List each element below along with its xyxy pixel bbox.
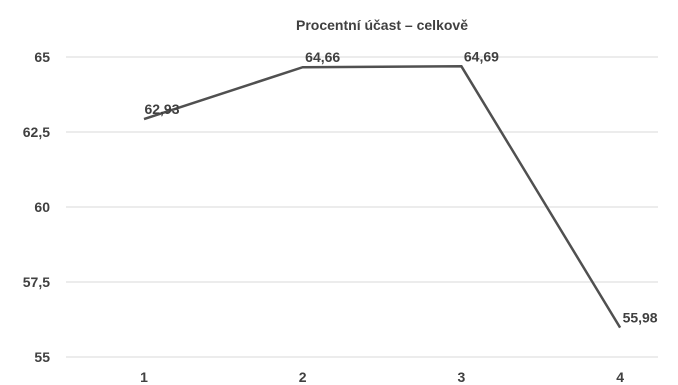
y-tick-label: 60 [34,199,50,215]
y-tick-label: 57,5 [23,274,50,290]
x-tick-label: 2 [299,369,307,385]
x-tick-label: 1 [140,369,148,385]
data-label: 55,98 [623,310,658,326]
series-layer [143,65,622,329]
x-tick-label: 4 [616,369,624,385]
y-axis-tick-labels: 55 57,5 60 62,5 65 [23,49,50,365]
data-label: 62,93 [144,101,179,117]
data-label: 64,69 [464,48,499,64]
data-labels: 62,93 64,66 64,69 55,98 [144,48,657,325]
gridlines [66,56,658,358]
x-tick-label: 3 [458,369,466,385]
series-line [143,65,622,329]
data-label: 64,66 [305,49,340,65]
x-axis-tick-labels: 1 2 3 4 [140,369,624,385]
y-tick-label: 55 [34,349,50,365]
chart-title: Procentní účast – celkově [296,17,468,33]
y-tick-label: 65 [34,49,50,65]
y-tick-label: 62,5 [23,124,50,140]
